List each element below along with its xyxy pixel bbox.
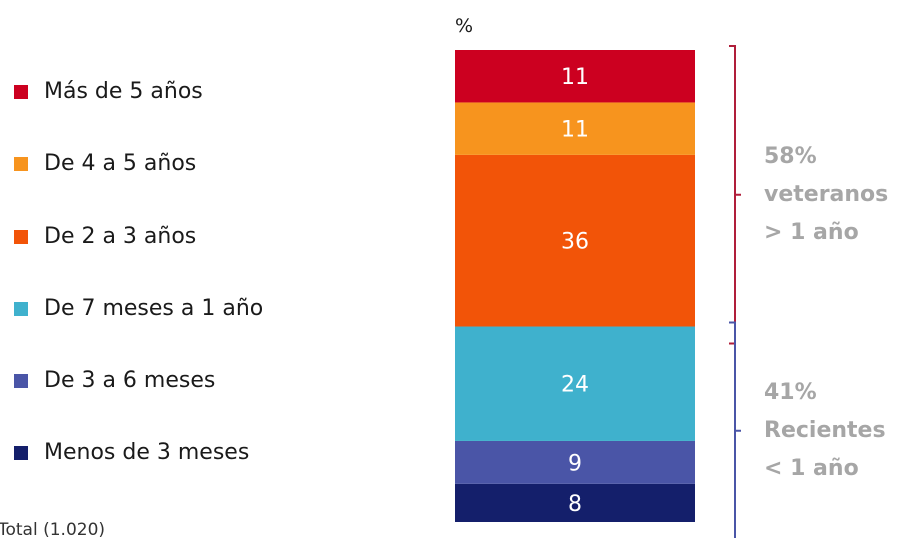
group-label-line: Recientes	[764, 417, 886, 443]
legend-label: Menos de 3 meses	[44, 440, 250, 465]
legend-item: Menos de 3 meses	[14, 440, 249, 465]
legend-swatch	[14, 301, 28, 316]
segment-value-label: 36	[561, 230, 589, 255]
legend-swatch	[14, 156, 28, 171]
group-label-line: < 1 año	[764, 455, 859, 481]
group-label-line: 41%	[764, 379, 817, 405]
bar-segment-1	[455, 440, 695, 484]
legend-label: De 2 a 3 años	[44, 224, 197, 249]
group-label-1: 41% Recientes < 1 año	[764, 374, 886, 488]
legend-item: De 3 a 6 meses	[14, 368, 215, 393]
bar-segment-3	[455, 154, 695, 327]
group-label-line: veteranos	[764, 181, 889, 207]
legend-item: De 2 a 3 años	[14, 224, 196, 249]
group-label-line: 58%	[764, 143, 817, 169]
legend-label: De 7 meses a 1 año	[44, 296, 264, 321]
legend-item: Más de 5 años	[14, 79, 203, 104]
base-note: Total (1.020)	[0, 520, 106, 540]
bar-segment-0	[455, 483, 695, 522]
group-label-0: 58% veteranos > 1 año	[764, 138, 888, 252]
legend-swatch	[14, 373, 28, 388]
legend-swatch	[14, 445, 28, 460]
group-bracket-1	[729, 321, 741, 538]
legend-label: De 4 a 5 años	[44, 151, 197, 176]
legend-swatch	[14, 84, 28, 99]
segment-value-label: 11	[561, 118, 589, 143]
legend: Más de 5 años De 4 a 5 años De 2 a 3 años D…	[0, 0, 360, 538]
legend-label: Más de 5 años	[44, 79, 203, 104]
group-label-line: > 1 año	[764, 219, 859, 245]
unit-label: %	[455, 15, 473, 37]
bar-segment-2	[455, 326, 695, 441]
bar-segment-5	[455, 50, 695, 103]
legend-swatch	[14, 229, 28, 244]
group-bracket-0	[729, 45, 741, 345]
legend-item: De 7 meses a 1 año	[14, 296, 263, 321]
segment-value-label: 8	[568, 492, 582, 517]
legend-item: De 4 a 5 años	[14, 151, 196, 176]
segment-value-label: 9	[568, 451, 582, 476]
bar-segment-4	[455, 102, 695, 155]
segment-value-label: 24	[561, 373, 589, 398]
legend-label: De 3 a 6 meses	[44, 368, 216, 393]
segment-value-label: 11	[561, 65, 589, 90]
